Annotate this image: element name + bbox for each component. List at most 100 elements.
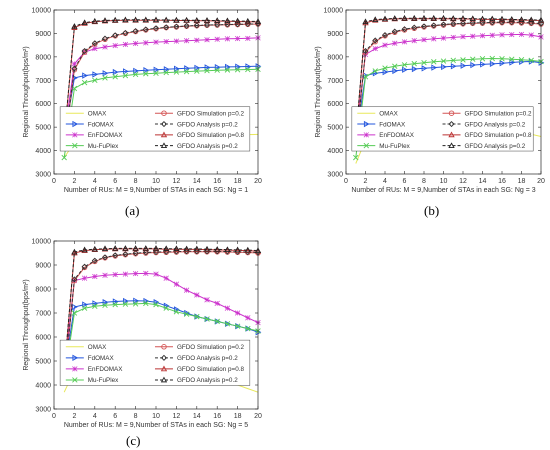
data-point bbox=[450, 63, 457, 70]
legend-box bbox=[59, 339, 251, 386]
data-point bbox=[430, 14, 437, 21]
data-point bbox=[460, 34, 466, 40]
series-line bbox=[355, 57, 542, 158]
data-point bbox=[460, 62, 467, 69]
data-point bbox=[372, 16, 379, 22]
data-point bbox=[122, 16, 129, 23]
legend-item-gfdo-simulation-p-0-8-6: GFDO Simulation p=0.8 bbox=[442, 131, 532, 139]
data-point bbox=[133, 67, 139, 75]
legend-marker bbox=[72, 142, 78, 149]
legend-item-gfdo-analysis-p-0-2-7: GFDO Analysis p=0.2 bbox=[442, 142, 526, 150]
data-point bbox=[143, 300, 149, 307]
legend-label: FdOMAX bbox=[88, 121, 115, 128]
x-tick-label: 16 bbox=[498, 178, 506, 185]
legend-item-gfdo-simulation-p-0-8-6: GFDO Simulation p=0.8 bbox=[154, 131, 244, 139]
x-tick-label: 6 bbox=[113, 413, 117, 420]
data-point bbox=[81, 275, 88, 281]
data-point bbox=[101, 245, 109, 252]
data-point bbox=[112, 32, 119, 39]
data-point bbox=[82, 301, 88, 308]
data-point bbox=[102, 44, 108, 50]
data-point bbox=[101, 35, 109, 42]
data-point bbox=[234, 17, 241, 24]
data-point bbox=[224, 36, 231, 42]
data-point bbox=[122, 251, 129, 258]
legend-label: Mu-FuPlex bbox=[88, 143, 119, 150]
series-mu-fuplex-3 bbox=[61, 300, 261, 383]
chart-panel-2: 0 2 4 6 8 10 12 14 16 18 20 3000 4000 5000 6000 7000 800… bbox=[315, 8, 545, 195]
data-point bbox=[489, 15, 496, 22]
y-tick-label: 7000 bbox=[35, 78, 51, 85]
data-point bbox=[528, 57, 534, 64]
data-point bbox=[498, 15, 506, 22]
x-tick-label: 14 bbox=[193, 178, 201, 185]
legend-marker bbox=[160, 376, 168, 383]
y-tick-label: 10000 bbox=[324, 8, 344, 15]
data-point bbox=[214, 67, 220, 73]
data-point bbox=[518, 16, 525, 22]
data-point bbox=[153, 301, 159, 308]
data-point bbox=[173, 69, 180, 75]
series-mu-fuplex-3 bbox=[353, 55, 544, 161]
x-tick-label: 18 bbox=[234, 413, 242, 420]
chart-panel-1: 0 2 4 6 8 10 12 14 16 18 20 3000 4000 5000 6000 7000 800… bbox=[23, 8, 262, 195]
y-tick-label: 5000 bbox=[35, 125, 51, 132]
data-point bbox=[183, 16, 190, 23]
data-point bbox=[183, 287, 190, 293]
x-tick-label: 12 bbox=[459, 178, 467, 185]
data-point bbox=[245, 315, 251, 321]
data-point bbox=[431, 59, 437, 65]
data-point bbox=[372, 68, 378, 74]
legend-label: GFDO Analysis p=0.2 bbox=[177, 377, 238, 384]
data-point bbox=[203, 245, 211, 252]
legend-marker bbox=[160, 131, 168, 138]
data-point bbox=[122, 271, 129, 277]
data-point bbox=[245, 66, 251, 73]
data-point bbox=[71, 310, 78, 316]
legend-item-gfdo-analysis-p-0-2-7: GFDO Analysis p=0.2 bbox=[154, 376, 238, 384]
data-point bbox=[102, 272, 108, 278]
data-point bbox=[499, 60, 506, 67]
data-point bbox=[509, 59, 516, 66]
data-point bbox=[224, 305, 231, 311]
data-point bbox=[132, 301, 139, 307]
data-point bbox=[214, 17, 221, 23]
data-point bbox=[92, 46, 98, 52]
x-tick-label: 2 bbox=[72, 178, 76, 185]
data-point bbox=[245, 63, 252, 70]
data-point bbox=[528, 32, 534, 38]
data-point bbox=[61, 154, 67, 161]
series-line bbox=[355, 21, 542, 148]
data-point bbox=[81, 49, 88, 55]
legend-label: GFDO Analysis p=0.2 bbox=[465, 143, 526, 150]
legend-label: GFDO Analysis p=0.2 bbox=[177, 143, 238, 150]
data-point bbox=[362, 19, 369, 26]
y-tick-label: 4000 bbox=[327, 148, 343, 155]
y-tick-label: 10000 bbox=[32, 239, 52, 246]
data-point bbox=[122, 301, 129, 307]
data-point bbox=[479, 15, 486, 22]
data-point bbox=[152, 16, 160, 23]
series-enfdomax-2 bbox=[61, 35, 261, 140]
data-point bbox=[132, 245, 139, 251]
legend-label: Mu-FuPlex bbox=[379, 143, 410, 150]
data-point bbox=[459, 15, 467, 21]
legend-label: EnFDOMAX bbox=[88, 366, 123, 373]
legend-label: EnFDOMAX bbox=[379, 132, 414, 139]
x-tick-label: 12 bbox=[173, 178, 181, 185]
y-axis-label: Regional Throughput(bps/m²) bbox=[23, 279, 30, 370]
panel-label-b: (b) bbox=[424, 203, 440, 218]
data-point bbox=[450, 20, 457, 27]
data-point bbox=[71, 61, 78, 67]
data-point bbox=[411, 60, 417, 67]
y-tick-label: 3000 bbox=[35, 407, 51, 414]
data-point bbox=[194, 313, 200, 320]
data-point bbox=[143, 40, 149, 46]
series-line bbox=[63, 23, 259, 148]
y-tick-label: 4000 bbox=[35, 383, 51, 390]
legend-marker bbox=[448, 142, 455, 149]
data-point bbox=[479, 19, 486, 26]
x-tick-label: 10 bbox=[152, 413, 160, 420]
data-point bbox=[203, 21, 211, 29]
